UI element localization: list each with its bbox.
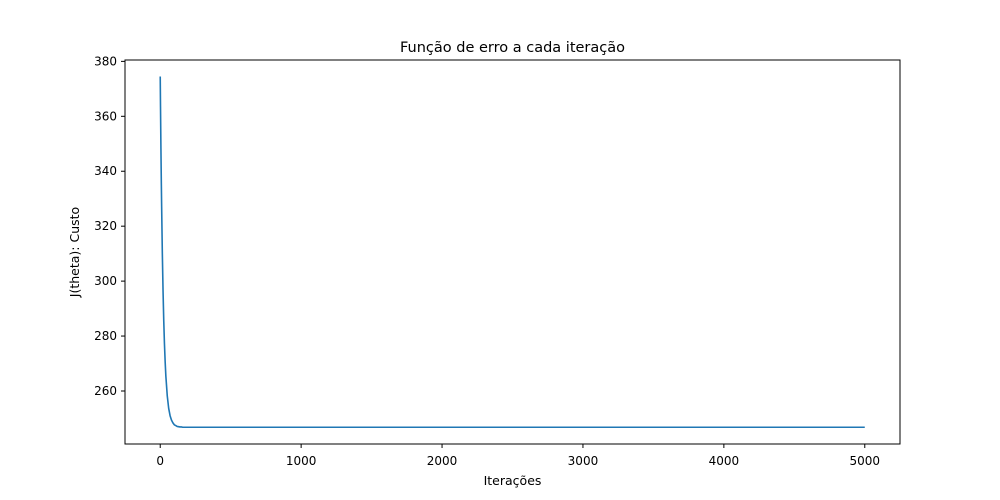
series-line xyxy=(159,76,865,429)
y-tick-label: 300 xyxy=(94,274,117,288)
y-axis-label: J(theta): Custo xyxy=(67,207,82,298)
y-axis: 260 280 300 320 340 360 380 xyxy=(94,54,125,398)
y-tick-label: 280 xyxy=(94,329,117,343)
x-axis-label: Iterações xyxy=(484,473,542,488)
plot-area xyxy=(159,76,865,429)
x-tick-label: 3000 xyxy=(568,454,599,468)
y-tick-label: 380 xyxy=(94,54,117,68)
x-tick-label: 1000 xyxy=(286,454,317,468)
x-tick-label: 2000 xyxy=(427,454,458,468)
x-tick-label: 0 xyxy=(156,454,164,468)
x-axis: 0 1000 2000 3000 4000 5000 xyxy=(156,444,880,468)
x-tick-label: 4000 xyxy=(709,454,740,468)
y-tick-label: 320 xyxy=(94,219,117,233)
y-tick-label: 260 xyxy=(94,384,117,398)
chart-title: Função de erro a cada iteração xyxy=(400,40,625,56)
axes-frame xyxy=(124,59,901,445)
y-tick-label: 360 xyxy=(94,109,117,123)
y-tick-label: 340 xyxy=(94,164,117,178)
x-tick-label: 5000 xyxy=(849,454,880,468)
